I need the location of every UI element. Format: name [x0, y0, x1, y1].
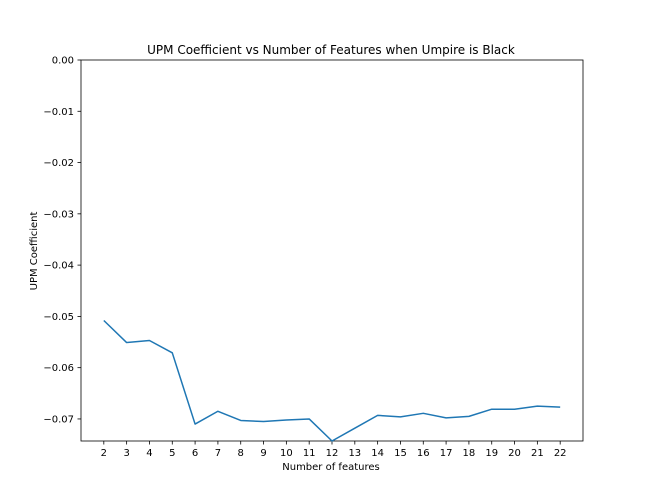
x-tick-label: 16: [417, 448, 430, 459]
y-tick-label: 0.00: [52, 56, 74, 67]
x-tick-label: 2: [101, 448, 107, 459]
chart-title: UPM Coefficient vs Number of Features wh…: [147, 43, 515, 57]
x-tick-label: 11: [303, 448, 316, 459]
x-tick-label: 6: [192, 448, 198, 459]
x-tick-label: 21: [531, 448, 544, 459]
y-axis-label: UPM Coefficient: [29, 212, 40, 291]
plot-frame: [80, 59, 584, 442]
x-tick-label: 18: [463, 448, 476, 459]
y-tick-label: −0.04: [43, 261, 74, 272]
x-tick-label: 14: [371, 448, 384, 459]
y-tick-label: −0.01: [43, 107, 74, 118]
x-tick-label: 19: [485, 448, 498, 459]
y-tick-label: −0.07: [43, 414, 74, 425]
y-tick-label: −0.06: [43, 363, 74, 374]
y-tick-label: −0.03: [43, 209, 74, 220]
x-tick-label: 8: [238, 448, 244, 459]
x-tick-label: 13: [348, 448, 361, 459]
x-tick-label: 15: [394, 448, 407, 459]
x-axis-label: Number of features: [282, 462, 379, 473]
x-tick-label: 12: [326, 448, 339, 459]
x-tick-label: 20: [508, 448, 521, 459]
x-tick-label: 10: [280, 448, 293, 459]
y-tick-label: −0.02: [43, 158, 74, 169]
x-tick-label: 4: [146, 448, 152, 459]
x-tick-label: 5: [169, 448, 175, 459]
x-tick-label: 22: [554, 448, 567, 459]
series-line-0: [103, 319, 561, 442]
x-tick-label: 7: [215, 448, 221, 459]
x-tick-label: 17: [440, 448, 453, 459]
y-tick-label: −0.05: [43, 312, 74, 323]
x-tick-label: 9: [260, 448, 266, 459]
plot-area: 2 3 4 5 6 7 8 9 10 11 12 13 14 15 16 17 18 19 20 21 22 0.00 −0…: [43, 56, 584, 459]
x-tick-label: 3: [123, 448, 129, 459]
